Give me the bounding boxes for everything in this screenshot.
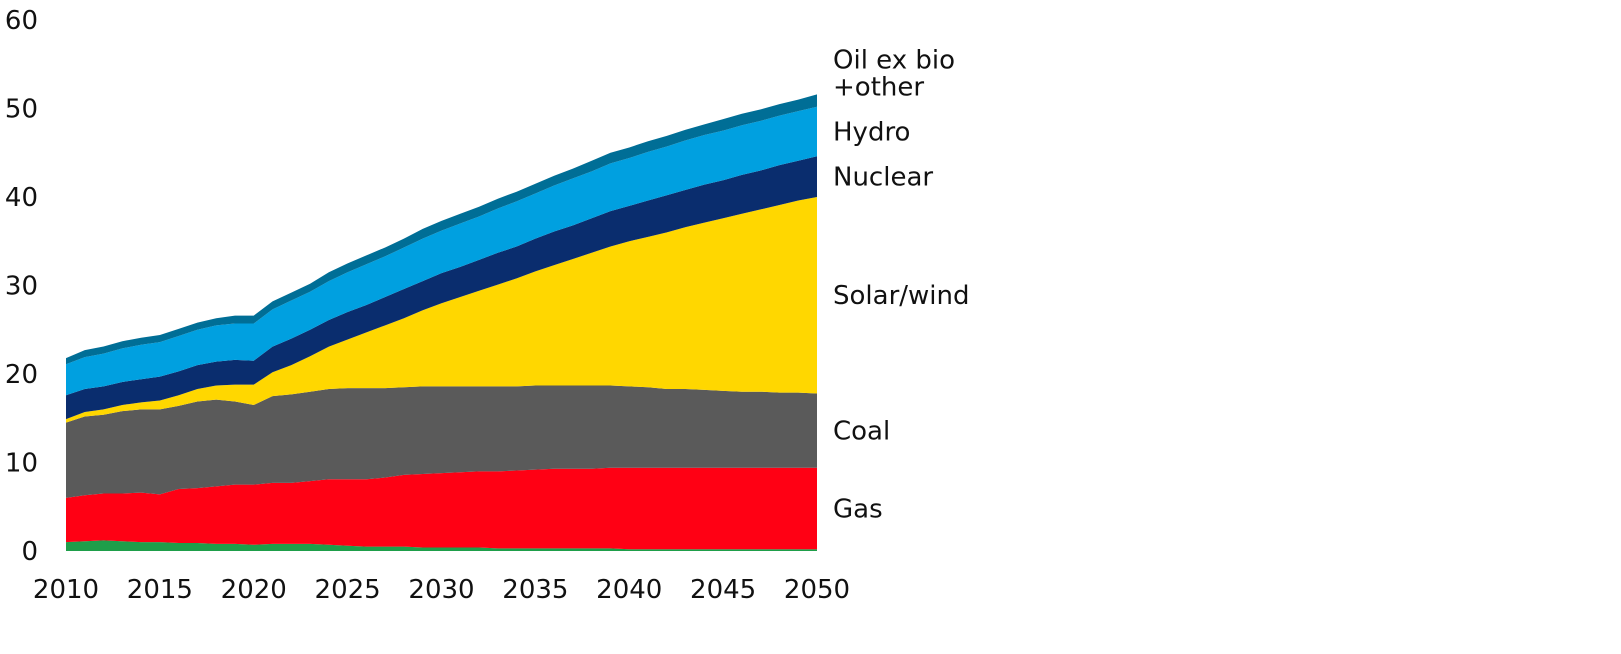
y-tick-label: 30 xyxy=(5,272,38,302)
x-tick-label: 2030 xyxy=(408,575,474,605)
area-oil-ex-bio-other xyxy=(66,94,817,365)
y-tick-label: 40 xyxy=(5,183,38,213)
series-labels: Gas Coal Solar/wind Nuclear Hydro Oil ex bio +… xyxy=(833,45,970,524)
y-tick-label: 60 xyxy=(5,6,38,36)
area-hydro xyxy=(66,106,817,396)
series-label-nuclear: Nuclear xyxy=(833,163,933,193)
series-label-gas: Gas xyxy=(833,495,883,525)
x-tick-label: 2010 xyxy=(33,575,99,605)
area-coal xyxy=(66,385,817,498)
series-label-hydro: Hydro xyxy=(833,118,910,148)
area-gas xyxy=(66,467,817,550)
series-label-solar-wind: Solar/wind xyxy=(833,281,970,311)
x-tick-label: 2035 xyxy=(502,575,568,605)
y-tick-label: 50 xyxy=(5,95,38,125)
series-label-oil-ex-bio-other: Oil ex bio +other xyxy=(833,45,955,102)
area-nuclear xyxy=(66,156,817,420)
y-axis: 0 10 20 30 40 50 60 xyxy=(5,6,38,567)
area-series-1 xyxy=(66,540,817,551)
y-tick-label: 0 xyxy=(21,537,38,567)
y-tick-label: 20 xyxy=(5,360,38,390)
x-tick-label: 2050 xyxy=(784,575,850,605)
x-tick-label: 2040 xyxy=(596,575,662,605)
x-axis: 2010 2015 2020 2025 2030 2035 2040 2045 2050 xyxy=(33,575,850,605)
series-label-coal: Coal xyxy=(833,417,890,447)
x-tick-label: 2025 xyxy=(315,575,381,605)
x-tick-label: 2020 xyxy=(221,575,287,605)
area-solar-wind xyxy=(66,197,817,423)
y-tick-label: 10 xyxy=(5,449,38,479)
x-tick-label: 2045 xyxy=(690,575,756,605)
x-tick-label: 2015 xyxy=(127,575,193,605)
area-layer xyxy=(66,94,817,551)
